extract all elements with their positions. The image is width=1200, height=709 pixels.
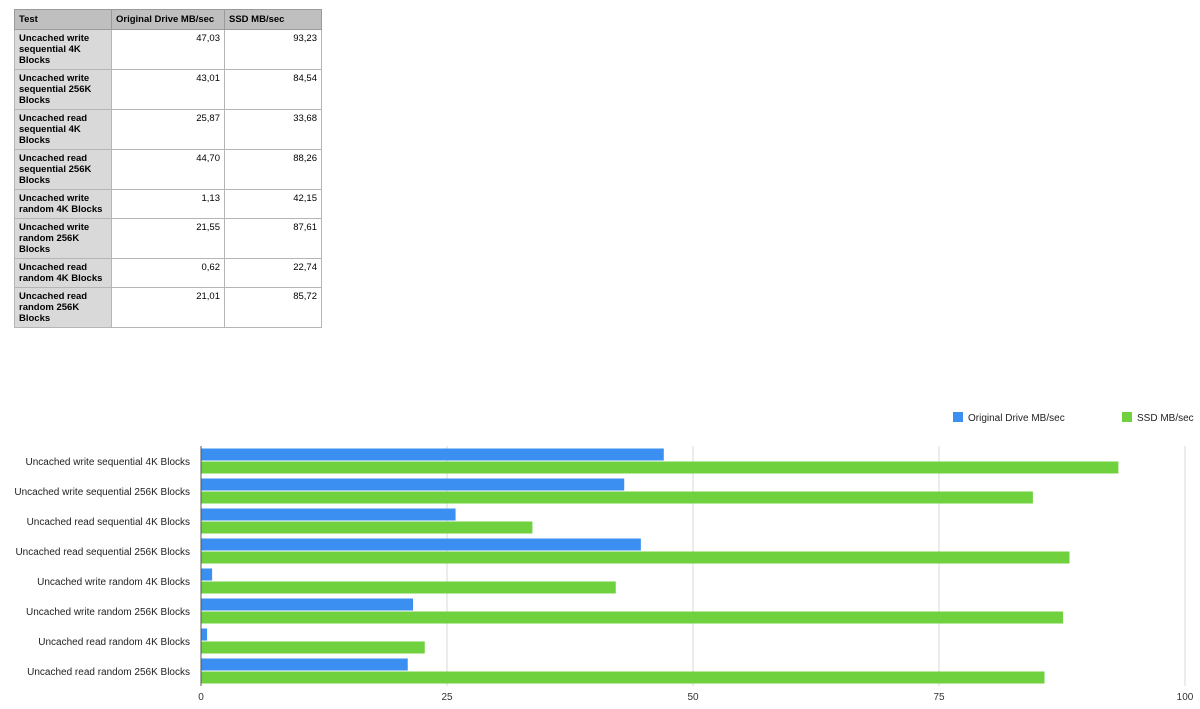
table-body: Uncached write sequential 4K Blocks 47,03… bbox=[14, 29, 322, 328]
category-labels: Uncached write sequential 4K Blocks Uncac… bbox=[14, 457, 190, 678]
bar-ssd bbox=[201, 461, 1119, 474]
bar-original-drive bbox=[201, 508, 456, 521]
row-ssd-value: 42,15 bbox=[224, 189, 322, 219]
bar-ssd bbox=[201, 611, 1064, 624]
category-label: Uncached write random 256K Blocks bbox=[26, 607, 190, 618]
row-test-name: Uncached read sequential 4K Blocks bbox=[14, 109, 112, 150]
chart-legend: Original Drive MB/sec SSD MB/sec bbox=[953, 412, 1194, 424]
bar-original-drive bbox=[201, 598, 414, 611]
benchmark-table: Test Original Drive MB/sec SSD MB/sec Un… bbox=[14, 9, 322, 328]
category-label: Uncached read random 256K Blocks bbox=[27, 667, 190, 678]
x-tick-label: 25 bbox=[441, 692, 453, 703]
chart-grid bbox=[446, 446, 1186, 686]
row-original-value: 21,55 bbox=[111, 218, 225, 259]
row-test-name: Uncached read random 4K Blocks bbox=[14, 258, 112, 288]
table-row: Uncached write random 4K Blocks 1,13 42,15 bbox=[14, 189, 322, 219]
row-test-name: Uncached write sequential 256K Blocks bbox=[14, 69, 112, 110]
bar-original-drive bbox=[201, 628, 208, 641]
bar-ssd bbox=[201, 491, 1033, 504]
table-row: Uncached read sequential 4K Blocks 25,87 3… bbox=[14, 109, 322, 150]
category-label: Uncached read sequential 4K Blocks bbox=[27, 517, 190, 528]
header-ssd: SSD MB/sec bbox=[224, 9, 322, 30]
bar-original-drive bbox=[201, 538, 641, 551]
header-original-drive: Original Drive MB/sec bbox=[111, 9, 225, 30]
bar-original-drive bbox=[201, 658, 408, 671]
row-original-value: 0,62 bbox=[111, 258, 225, 288]
bar-ssd bbox=[201, 521, 533, 534]
chart-bars bbox=[201, 448, 1119, 684]
row-test-name: Uncached write random 256K Blocks bbox=[14, 218, 112, 259]
legend-label-ssd: SSD MB/sec bbox=[1137, 413, 1194, 424]
row-ssd-value: 88,26 bbox=[224, 149, 322, 190]
row-original-value: 21,01 bbox=[111, 287, 225, 328]
x-tick-label: 100 bbox=[1177, 692, 1194, 703]
legend-swatch-ssd bbox=[1122, 412, 1132, 422]
table-row: Uncached read random 4K Blocks 0,62 22,74 bbox=[14, 258, 322, 288]
row-original-value: 1,13 bbox=[111, 189, 225, 219]
bar-original-drive bbox=[201, 448, 664, 461]
row-ssd-value: 84,54 bbox=[224, 69, 322, 110]
row-ssd-value: 85,72 bbox=[224, 287, 322, 328]
category-label: Uncached read sequential 256K Blocks bbox=[15, 547, 190, 558]
bar-ssd bbox=[201, 581, 616, 594]
category-label: Uncached write sequential 256K Blocks bbox=[14, 487, 190, 498]
legend-label-original: Original Drive MB/sec bbox=[968, 413, 1065, 424]
row-original-value: 44,70 bbox=[111, 149, 225, 190]
category-label: Uncached read random 4K Blocks bbox=[38, 637, 190, 648]
bar-original-drive bbox=[201, 478, 625, 491]
table-row: Uncached write random 256K Blocks 21,55 87… bbox=[14, 218, 322, 259]
table-row: Uncached read random 256K Blocks 21,01 85,… bbox=[14, 287, 322, 328]
header-test: Test bbox=[14, 9, 112, 30]
row-test-name: Uncached read random 256K Blocks bbox=[14, 287, 112, 328]
x-tick-label: 50 bbox=[687, 692, 699, 703]
row-original-value: 43,01 bbox=[111, 69, 225, 110]
bar-ssd bbox=[201, 551, 1070, 564]
legend-swatch-original bbox=[953, 412, 963, 422]
row-test-name: Uncached read sequential 256K Blocks bbox=[14, 149, 112, 190]
x-tick-labels: 0 25 50 75 100 bbox=[198, 692, 1194, 703]
row-original-value: 47,03 bbox=[111, 29, 225, 70]
row-ssd-value: 87,61 bbox=[224, 218, 322, 259]
row-original-value: 25,87 bbox=[111, 109, 225, 150]
bar-chart: Original Drive MB/sec SSD MB/sec Uncached… bbox=[14, 412, 1194, 703]
table-row: Uncached write sequential 256K Blocks 43,… bbox=[14, 69, 322, 110]
bar-original-drive bbox=[201, 568, 213, 581]
bar-ssd bbox=[201, 641, 425, 654]
table-row: Uncached write sequential 4K Blocks 47,03… bbox=[14, 29, 322, 70]
row-test-name: Uncached write sequential 4K Blocks bbox=[14, 29, 112, 70]
row-test-name: Uncached write random 4K Blocks bbox=[14, 189, 112, 219]
row-ssd-value: 93,23 bbox=[224, 29, 322, 70]
x-tick-label: 75 bbox=[933, 692, 945, 703]
table-header-row: Test Original Drive MB/sec SSD MB/sec bbox=[14, 9, 322, 30]
row-ssd-value: 33,68 bbox=[224, 109, 322, 150]
row-ssd-value: 22,74 bbox=[224, 258, 322, 288]
bar-ssd bbox=[201, 671, 1045, 684]
category-label: Uncached write random 4K Blocks bbox=[37, 577, 190, 588]
category-label: Uncached write sequential 4K Blocks bbox=[25, 457, 190, 468]
x-tick-label: 0 bbox=[198, 692, 204, 703]
table-row: Uncached read sequential 256K Blocks 44,7… bbox=[14, 149, 322, 190]
